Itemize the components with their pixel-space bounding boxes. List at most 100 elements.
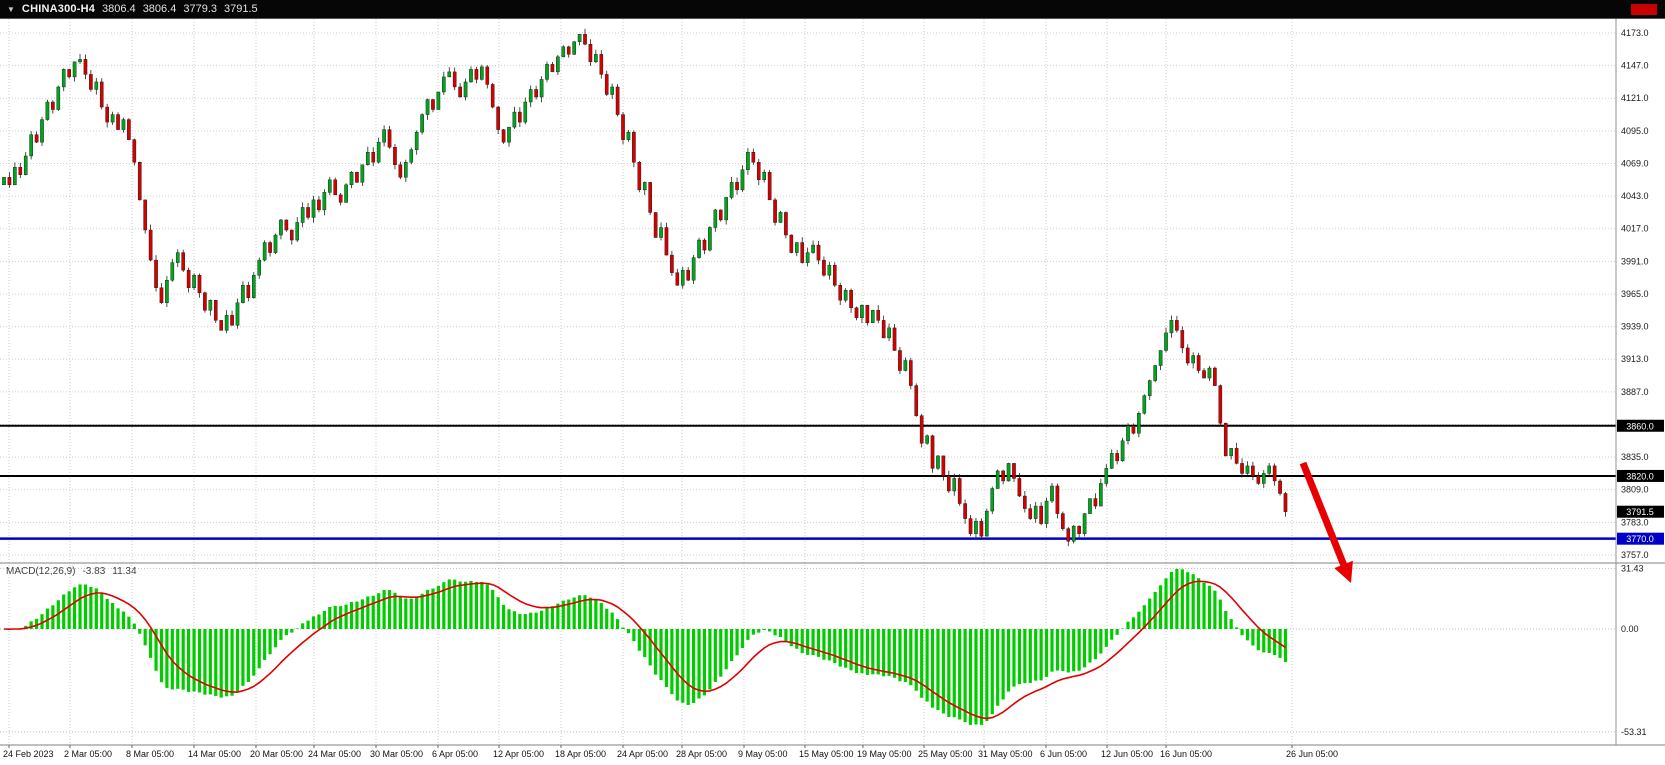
macd-bar: [1267, 629, 1271, 654]
macd-bar: [637, 629, 641, 651]
candle: [360, 164, 365, 183]
macd-bar: [431, 588, 435, 629]
macd-tick-label: 0.00: [1621, 624, 1639, 634]
candle: [447, 71, 452, 78]
candle: [208, 300, 213, 311]
macd-main-value: -3.83: [82, 566, 106, 577]
candle: [490, 84, 495, 108]
time-label: 2 Mar 05:00: [64, 749, 112, 759]
macd-bar: [925, 629, 929, 702]
candle: [512, 111, 517, 128]
macd-bar: [740, 629, 745, 649]
price-tag: [1617, 469, 1664, 482]
candle: [1082, 513, 1087, 534]
macd-bar: [816, 629, 821, 657]
price-axis[interactable]: 4173.0 4147.0 4121.0 4095.0 4069.0 4043.0 4017…: [1617, 28, 1664, 560]
time-label: 24 Mar 05:00: [308, 749, 361, 759]
macd-bar: [328, 606, 332, 629]
macd-signal-value: 11.34: [112, 566, 137, 577]
time-label: 16 Jun 05:00: [1160, 749, 1212, 759]
candle: [170, 262, 175, 281]
candle: [1272, 465, 1277, 482]
close-button[interactable]: [1631, 4, 1657, 15]
macd-bar: [1169, 572, 1174, 629]
macd-bar: [1104, 629, 1108, 647]
candle: [914, 385, 919, 416]
time-label: 15 May 05:00: [799, 749, 854, 759]
macd-bar: [621, 627, 625, 629]
candle: [626, 131, 631, 140]
macd-bar: [1120, 628, 1125, 630]
macd-bar: [241, 629, 245, 686]
candle: [778, 212, 783, 223]
candle: [686, 269, 690, 281]
price-tag: [1617, 419, 1664, 432]
macd-bar: [512, 611, 517, 629]
macd-bar: [648, 629, 652, 666]
price-tag: [1617, 532, 1664, 545]
macd-bar: [539, 610, 544, 629]
time-label: 6 Jun 05:00: [1040, 749, 1087, 759]
macd-bar: [349, 602, 354, 629]
macd-bar: [941, 629, 945, 714]
candle: [518, 111, 522, 123]
macd-bar: [1072, 629, 1076, 672]
candle: [789, 234, 794, 253]
quote-open: 3806.4: [102, 3, 136, 15]
candle: [213, 300, 218, 321]
time-axis[interactable]: 24 Feb 2023 2 Mar 05:00 8 Mar 05:00 14 Mar …: [3, 745, 1338, 759]
macd-bar: [154, 629, 158, 671]
candle: [328, 179, 332, 193]
trend-arrow[interactable]: [1299, 461, 1353, 583]
macd-bar: [1093, 629, 1098, 660]
macd-bar: [116, 608, 120, 629]
candle: [474, 69, 479, 80]
candle: [1142, 395, 1147, 414]
macd-bar: [187, 629, 191, 692]
candle: [718, 209, 723, 221]
candle: [289, 229, 294, 241]
macd-bar: [1283, 629, 1288, 662]
candle: [67, 69, 71, 78]
candle: [773, 199, 777, 223]
arrow-shaft: [1299, 461, 1348, 568]
candle: [469, 69, 473, 83]
symbol-dropdown-icon[interactable]: ▼: [7, 4, 15, 14]
macd-bar: [529, 612, 533, 629]
candle: [1278, 480, 1282, 494]
macd-bar: [480, 581, 484, 629]
macd-axis[interactable]: 31.43 0.00 -53.31: [1621, 563, 1647, 737]
candle: [425, 99, 430, 115]
macd-bar: [263, 629, 267, 660]
price-tick-label: 4017.0: [1621, 224, 1649, 234]
candle: [116, 114, 120, 130]
candle: [1240, 463, 1244, 474]
price-tag-label: 3860.0: [1626, 421, 1654, 431]
candle: [588, 44, 593, 63]
time-label: 6 Apr 05:00: [432, 749, 478, 759]
level-lines[interactable]: [0, 424, 1616, 540]
macd-signal-line: [3, 580, 1286, 720]
candle: [1066, 528, 1071, 542]
candle: [306, 207, 310, 218]
candle: [816, 244, 821, 261]
price-tick-label: 4121.0: [1621, 93, 1649, 103]
candle: [338, 194, 343, 203]
macd-bar: [1077, 629, 1081, 671]
macd-bar: [909, 629, 913, 686]
macd-bar: [1044, 629, 1049, 677]
candle: [556, 56, 560, 73]
candle: [632, 131, 636, 163]
candle: [675, 272, 680, 286]
macd-bar: [968, 629, 973, 725]
time-label: 26 Jun 05:00: [1286, 749, 1338, 759]
time-label: 20 Mar 05:00: [250, 749, 303, 759]
macd-bar: [615, 619, 620, 629]
candle: [561, 46, 566, 58]
candle: [165, 279, 169, 303]
candle: [642, 182, 647, 191]
candle: [1099, 483, 1103, 507]
macd-bar: [67, 591, 71, 629]
candle: [827, 264, 832, 276]
